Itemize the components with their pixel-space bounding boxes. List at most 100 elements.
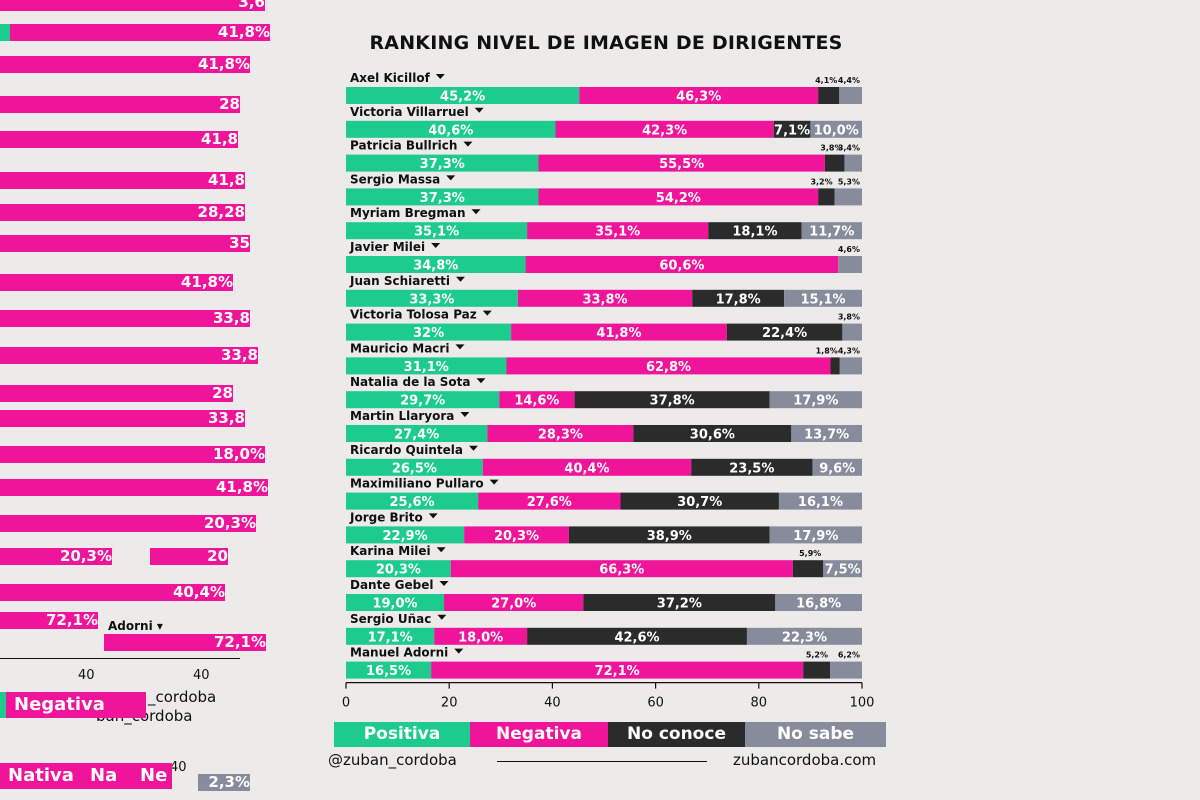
- footer-handle: @zuban_cordoba: [328, 751, 457, 769]
- x-tick-label: 100: [850, 696, 875, 711]
- chart-title: RANKING NIVEL DE IMAGEN DE DIRIGENTES: [369, 32, 843, 54]
- bar-segment-no-conoce: [830, 357, 840, 375]
- bar-segment-positiva: [346, 526, 465, 544]
- ghost-bar: 41,8%: [0, 24, 270, 41]
- bar-segment-no-sabe: [775, 594, 862, 611]
- data-label: 18,0%: [458, 630, 503, 645]
- bar-segment-no-conoce: [708, 222, 802, 240]
- dropdown-triangle-icon: [471, 209, 481, 215]
- bar-segment-no-sabe: [801, 222, 862, 240]
- dropdown-triangle-icon: [437, 614, 447, 620]
- data-label: 32%: [413, 326, 444, 341]
- bar-segment-negativa: [487, 425, 634, 442]
- bar-segment-positiva: [346, 425, 488, 442]
- bar-segment-negativa: [511, 323, 727, 341]
- row-label: Victoria Tolosa Paz: [350, 308, 477, 322]
- data-label: 17,1%: [368, 630, 413, 645]
- bar-segment-no-conoce: [692, 289, 785, 307]
- data-label: 17,9%: [793, 394, 838, 409]
- ghost-axis-line: [0, 658, 240, 659]
- bar-segment-negativa: [579, 87, 819, 104]
- bar-segment-negativa: [444, 594, 584, 611]
- data-label: 37,3%: [420, 191, 465, 206]
- bar-segment-no-conoce: [568, 526, 770, 544]
- data-label-small: 3,8%: [820, 144, 842, 153]
- data-label: 40,4%: [564, 461, 609, 476]
- bar-segment-no-sabe: [746, 627, 862, 645]
- bar-segment-no-sabe: [839, 87, 862, 104]
- data-label-small: 5,3%: [838, 177, 860, 186]
- bar-segment-positiva: [346, 627, 435, 645]
- data-label: 55,5%: [659, 157, 704, 172]
- data-label: 40,6%: [428, 123, 473, 138]
- row-label: Sergio Massa: [350, 172, 440, 186]
- dropdown-triangle-icon: [435, 74, 445, 79]
- dropdown-triangle-icon: [476, 378, 486, 384]
- data-label: 22,9%: [383, 529, 428, 544]
- ghost-bar: 18,0%: [0, 446, 265, 463]
- ghost-bar: 28,28: [0, 204, 245, 221]
- data-label: 33,8%: [582, 292, 627, 307]
- data-label: 46,3%: [676, 90, 721, 105]
- ghost-bar: 20,3%: [0, 548, 112, 565]
- data-label: 38,9%: [647, 529, 692, 544]
- bar-segment-positiva: [346, 256, 526, 273]
- dropdown-triangle-icon: [431, 243, 441, 248]
- ghost-legend-chip: Na: [82, 763, 132, 789]
- data-label: 35,1%: [414, 225, 459, 240]
- bar-segment-no-sabe: [839, 357, 862, 375]
- dropdown-triangle-icon: [454, 648, 464, 654]
- bar-segment-positiva: [346, 289, 518, 307]
- bar-segment-positiva: [346, 87, 580, 104]
- ghost-bar: 33,8: [0, 347, 258, 364]
- ghost-bar: 20,3%: [0, 515, 256, 532]
- ghost-axis-label: 40: [193, 668, 210, 683]
- data-label: 19,0%: [372, 597, 417, 612]
- ghost-bar: 28: [0, 385, 233, 402]
- row-label: Sergio Uñac: [350, 612, 431, 626]
- bar-segment-no-conoce: [583, 594, 776, 611]
- bar-segment-negativa: [450, 560, 793, 578]
- footer-website: zubancordoba.com: [733, 751, 877, 769]
- bar-segment-positiva: [346, 357, 507, 375]
- bar-segment-positiva: [346, 560, 451, 578]
- data-label: 9,6%: [819, 461, 855, 476]
- row-label: Victoria Villarruel: [350, 105, 469, 119]
- dropdown-triangle-icon: [455, 276, 465, 282]
- ghost-bar: 41,8%: [0, 479, 268, 496]
- data-label: 62,8%: [646, 360, 691, 375]
- row-label: Juan Schiaretti: [349, 274, 450, 288]
- bar-segment-no-sabe: [812, 458, 862, 476]
- ghost-bar: 33,8: [0, 410, 245, 427]
- data-label-small: 5,2%: [806, 651, 828, 660]
- bar-segment-no-conoce: [818, 87, 840, 104]
- legend-no-conoce: No conoce: [608, 722, 745, 747]
- ghost-bar: 41,8: [0, 172, 245, 189]
- data-label: 18,1%: [732, 225, 777, 240]
- ghost-bar: 40,4%: [0, 584, 225, 601]
- dropdown-triangle-icon: [468, 445, 478, 451]
- bar-segment-positiva: [346, 492, 479, 510]
- row-label: Ricardo Quintela: [350, 443, 463, 457]
- data-label-small: 3,8%: [838, 313, 860, 322]
- data-label: 30,6%: [690, 428, 735, 443]
- bar-segment-negativa: [478, 492, 621, 510]
- ghost-bar: [0, 24, 10, 41]
- ghost-bar: 20: [150, 548, 228, 565]
- ghost-handle: _cordoba: [148, 688, 217, 706]
- bar-segment-negativa: [527, 222, 709, 240]
- data-label: 16,8%: [796, 597, 841, 612]
- data-label: 29,7%: [400, 394, 445, 409]
- data-label-small: 3,2%: [810, 177, 832, 186]
- legend-negativa: Negativa: [470, 722, 608, 747]
- ghost-name: Adorni ▾: [108, 619, 163, 633]
- data-label: 72,1%: [595, 664, 640, 679]
- bar-segment-positiva: [346, 323, 512, 341]
- ghost-bar: 3,6: [0, 0, 265, 11]
- bar-segment-no-conoce: [527, 627, 747, 645]
- bar-segment-negativa: [555, 120, 774, 138]
- data-label: 17,8%: [716, 292, 761, 307]
- data-label: 27,6%: [527, 495, 572, 510]
- dropdown-triangle-icon: [446, 175, 456, 181]
- ghost-bar: 41,8%: [0, 274, 233, 291]
